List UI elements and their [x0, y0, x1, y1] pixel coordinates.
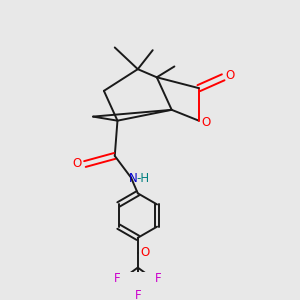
Text: N: N: [129, 172, 138, 185]
Text: O: O: [141, 246, 150, 259]
Text: F: F: [155, 272, 162, 286]
Text: O: O: [73, 157, 82, 170]
Text: O: O: [202, 116, 211, 129]
Text: F: F: [114, 272, 120, 286]
Text: F: F: [134, 289, 141, 300]
Text: -H: -H: [137, 172, 150, 185]
Text: O: O: [225, 69, 235, 82]
